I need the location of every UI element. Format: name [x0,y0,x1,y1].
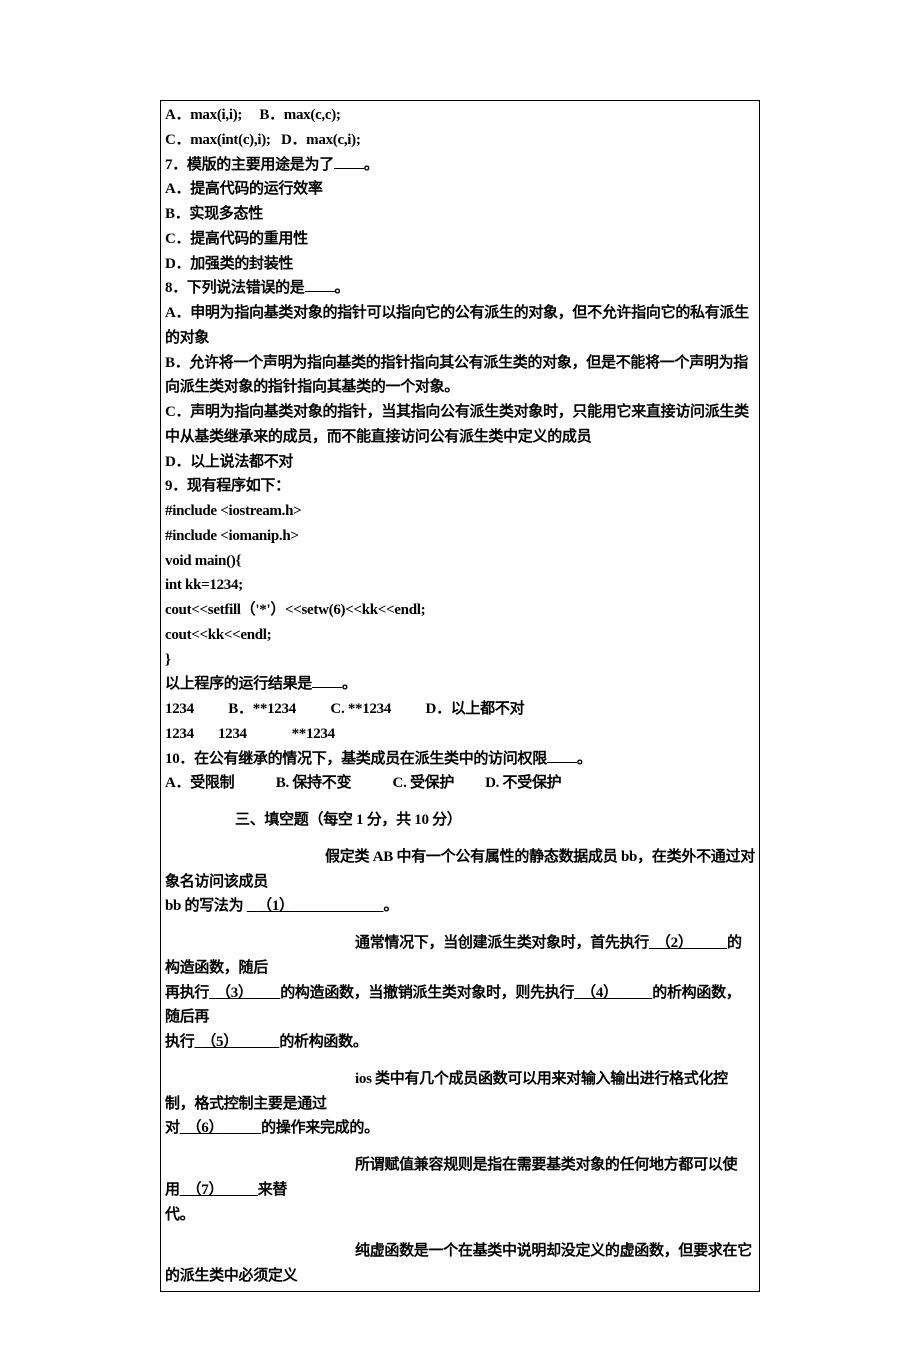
q9-stem: 9．现有程序如下： [165,474,755,499]
q6-options-row2: C．max(int(c),i); D．max(c,i); [165,128,755,153]
q9-result: 以上程序的运行结果是。 [165,672,755,697]
q8-stem: 8．下列说法错误的是。 [165,276,755,301]
fill-q5-line1: 纯虚函数是一个在基类中说明却没定义的虚函数，但要求在它的派生类中必须定义 [165,1239,755,1289]
q8-option-b: B．允许将一个声明为指向基类的指针指向其公有派生类的对象，但是不能将一个声明为指… [165,351,755,401]
q9-code-5: cout<<setfill（'*'）<<setw(6)<<kk<<endl; [165,598,755,623]
fill-q2-line2: 再执行 （3） 的构造函数，当撤销派生类对象时，则先执行 （4） 的析构函数，随… [165,981,755,1031]
fill-q3-line2: 对 （6） 的操作来完成的。 [165,1116,755,1141]
q7-option-d: D．加强类的封装性 [165,252,755,277]
fill-blank-3: （3） [216,985,253,1001]
q6-option-a: A．max(i,i); [165,107,242,123]
q8-option-a: A．申明为指向基类对象的指针可以指向它的公有派生的对象，但不允许指向它的私有派生… [165,301,755,351]
q9-answer-row1: 1234 B．**1234 C. **1234 D．以上都不对 [165,697,755,722]
q8-option-d: D．以上说法都不对 [165,450,755,475]
q7-stem: 7．模版的主要用途是为了。 [165,153,755,178]
fill-q1-line2: bb 的写法为 （1） 。 [165,894,755,919]
q9-code-2: #include <iomanip.h> [165,524,755,549]
fill-blank-2: （2） [656,935,693,951]
q9-code-7: } [165,648,755,673]
q6-option-c: C．max(int(c),i); [165,132,271,148]
q10-stem: 10．在公有继承的情况下，基类成员在派生类中的访问权限。 [165,747,755,772]
fill-blank-5: （5） [201,1034,238,1050]
q9-code-3: void main(){ [165,549,755,574]
fill-blank-4: （4） [581,985,618,1001]
q9-code-1: #include <iostream.h> [165,499,755,524]
spacer [165,1141,755,1153]
document-page: A．max(i,i); B．max(c,c); C．max(int(c),i);… [160,100,760,1292]
fill-blank-1: （1） [257,898,294,914]
fill-q3-line1: ios 类中有几个成员函数可以用来对输入输出进行格式化控制，格式控制主要是通过 [165,1067,755,1117]
q8-blank [305,276,335,292]
fill-q4-line1: 所谓赋值兼容规则是指在需要基类对象的任何地方都可以使用 （7） 来替 [165,1153,755,1203]
fill-blank-6: （6） [187,1120,224,1136]
q9-blank [312,672,342,688]
q6-options-row1: A．max(i,i); B．max(c,c); [165,103,755,128]
spacer [165,1227,755,1239]
fill-q2-line3: 执行 （5） 的析构函数。 [165,1030,755,1055]
q7-option-a: A．提高代码的运行效率 [165,177,755,202]
q9-code-4: int kk=1234; [165,573,755,598]
q7-option-b: B．实现多态性 [165,202,755,227]
fill-blank-7: （7） [187,1182,224,1198]
q9-code-6: cout<<kk<<endl; [165,623,755,648]
q7-blank [334,153,364,169]
fill-q4-line2: 代。 [165,1203,755,1228]
spacer [165,1055,755,1067]
fill-q2-line1: 通常情况下，当创建派生类对象时，首先执行 （2） 的构造函数，随后 [165,931,755,981]
q8-option-c: C．声明为指向基类对象的指针，当其指向公有派生类对象时，只能用它来直接访问派生类… [165,400,755,450]
q7-option-c: C．提高代码的重用性 [165,227,755,252]
section-3-title: 三、填空题（每空 1 分，共 10 分） [235,808,755,833]
q6-option-b: B．max(c,c); [259,107,340,123]
spacer [165,919,755,931]
q10-options: A．受限制 B. 保持不变 C. 受保护 D. 不受保护 [165,771,755,796]
q6-option-d: D．max(c,i); [281,132,361,148]
q9-answer-row2: 1234 1234 **1234 [165,722,755,747]
fill-q1-line1: 假定类 AB 中有一个公有属性的静态数据成员 bb，在类外不通过对象名访问该成员 [165,845,755,895]
q10-blank [547,747,577,763]
